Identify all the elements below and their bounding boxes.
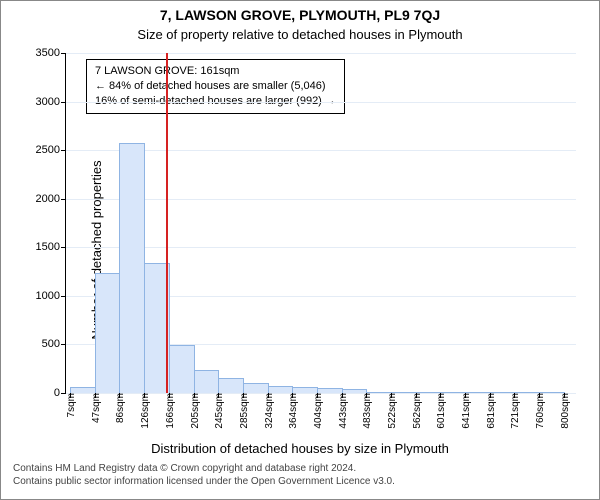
y-tick-mark: [61, 296, 66, 297]
x-tick-label: 800sqm: [560, 393, 571, 429]
y-tick-mark: [61, 53, 66, 54]
x-tick-label: 285sqm: [239, 393, 250, 429]
x-tick-label: 562sqm: [412, 393, 423, 429]
x-tick-label: 245sqm: [214, 393, 225, 429]
histogram-bar: [95, 273, 121, 393]
x-tick-label: 641sqm: [461, 393, 472, 429]
histogram-bar: [169, 345, 195, 393]
x-tick-label: 86sqm: [115, 393, 126, 423]
footer-line: Contains public sector information licen…: [13, 476, 395, 487]
x-tick-label: 721sqm: [510, 393, 521, 429]
footer-line: Contains HM Land Registry data © Crown c…: [13, 463, 356, 474]
x-tick-label: 7sqm: [66, 393, 77, 417]
histogram-bar: [119, 143, 145, 393]
histogram-bar: [268, 386, 294, 393]
chart-subtitle: Size of property relative to detached ho…: [1, 27, 599, 42]
y-tick-mark: [61, 150, 66, 151]
annotation-line: 7 LAWSON GROVE: 161sqm: [95, 64, 336, 79]
highlight-vline: [166, 53, 168, 393]
plot-area: 7 LAWSON GROVE: 161sqm ← 84% of detached…: [65, 53, 576, 394]
annotation-line: ← 84% of detached houses are smaller (5,…: [95, 79, 336, 94]
x-tick-label: 404sqm: [313, 393, 324, 429]
histogram-bar: [243, 383, 269, 393]
highlight-annotation: 7 LAWSON GROVE: 161sqm ← 84% of detached…: [86, 59, 345, 114]
x-axis-label: Distribution of detached houses by size …: [1, 441, 599, 456]
x-tick-label: 364sqm: [288, 393, 299, 429]
gridline: [66, 53, 576, 54]
gridline: [66, 102, 576, 103]
y-tick-mark: [61, 199, 66, 200]
x-tick-label: 601sqm: [436, 393, 447, 429]
y-tick-mark: [61, 344, 66, 345]
x-tick-label: 760sqm: [535, 393, 546, 429]
x-tick-label: 443sqm: [338, 393, 349, 429]
x-tick-label: 47sqm: [91, 393, 102, 423]
x-tick-label: 483sqm: [362, 393, 373, 429]
x-tick-label: 681sqm: [486, 393, 497, 429]
histogram-bar: [194, 370, 220, 393]
x-tick-label: 205sqm: [190, 393, 201, 429]
chart-container: 7, LAWSON GROVE, PLYMOUTH, PL9 7QJ Size …: [0, 0, 600, 500]
y-tick-mark: [61, 247, 66, 248]
x-tick-label: 324sqm: [264, 393, 275, 429]
histogram-bar: [218, 378, 244, 393]
chart-title: 7, LAWSON GROVE, PLYMOUTH, PL9 7QJ: [1, 7, 599, 23]
x-tick-label: 166sqm: [165, 393, 176, 429]
y-tick-mark: [61, 102, 66, 103]
x-tick-label: 126sqm: [140, 393, 151, 429]
x-tick-label: 522sqm: [387, 393, 398, 429]
